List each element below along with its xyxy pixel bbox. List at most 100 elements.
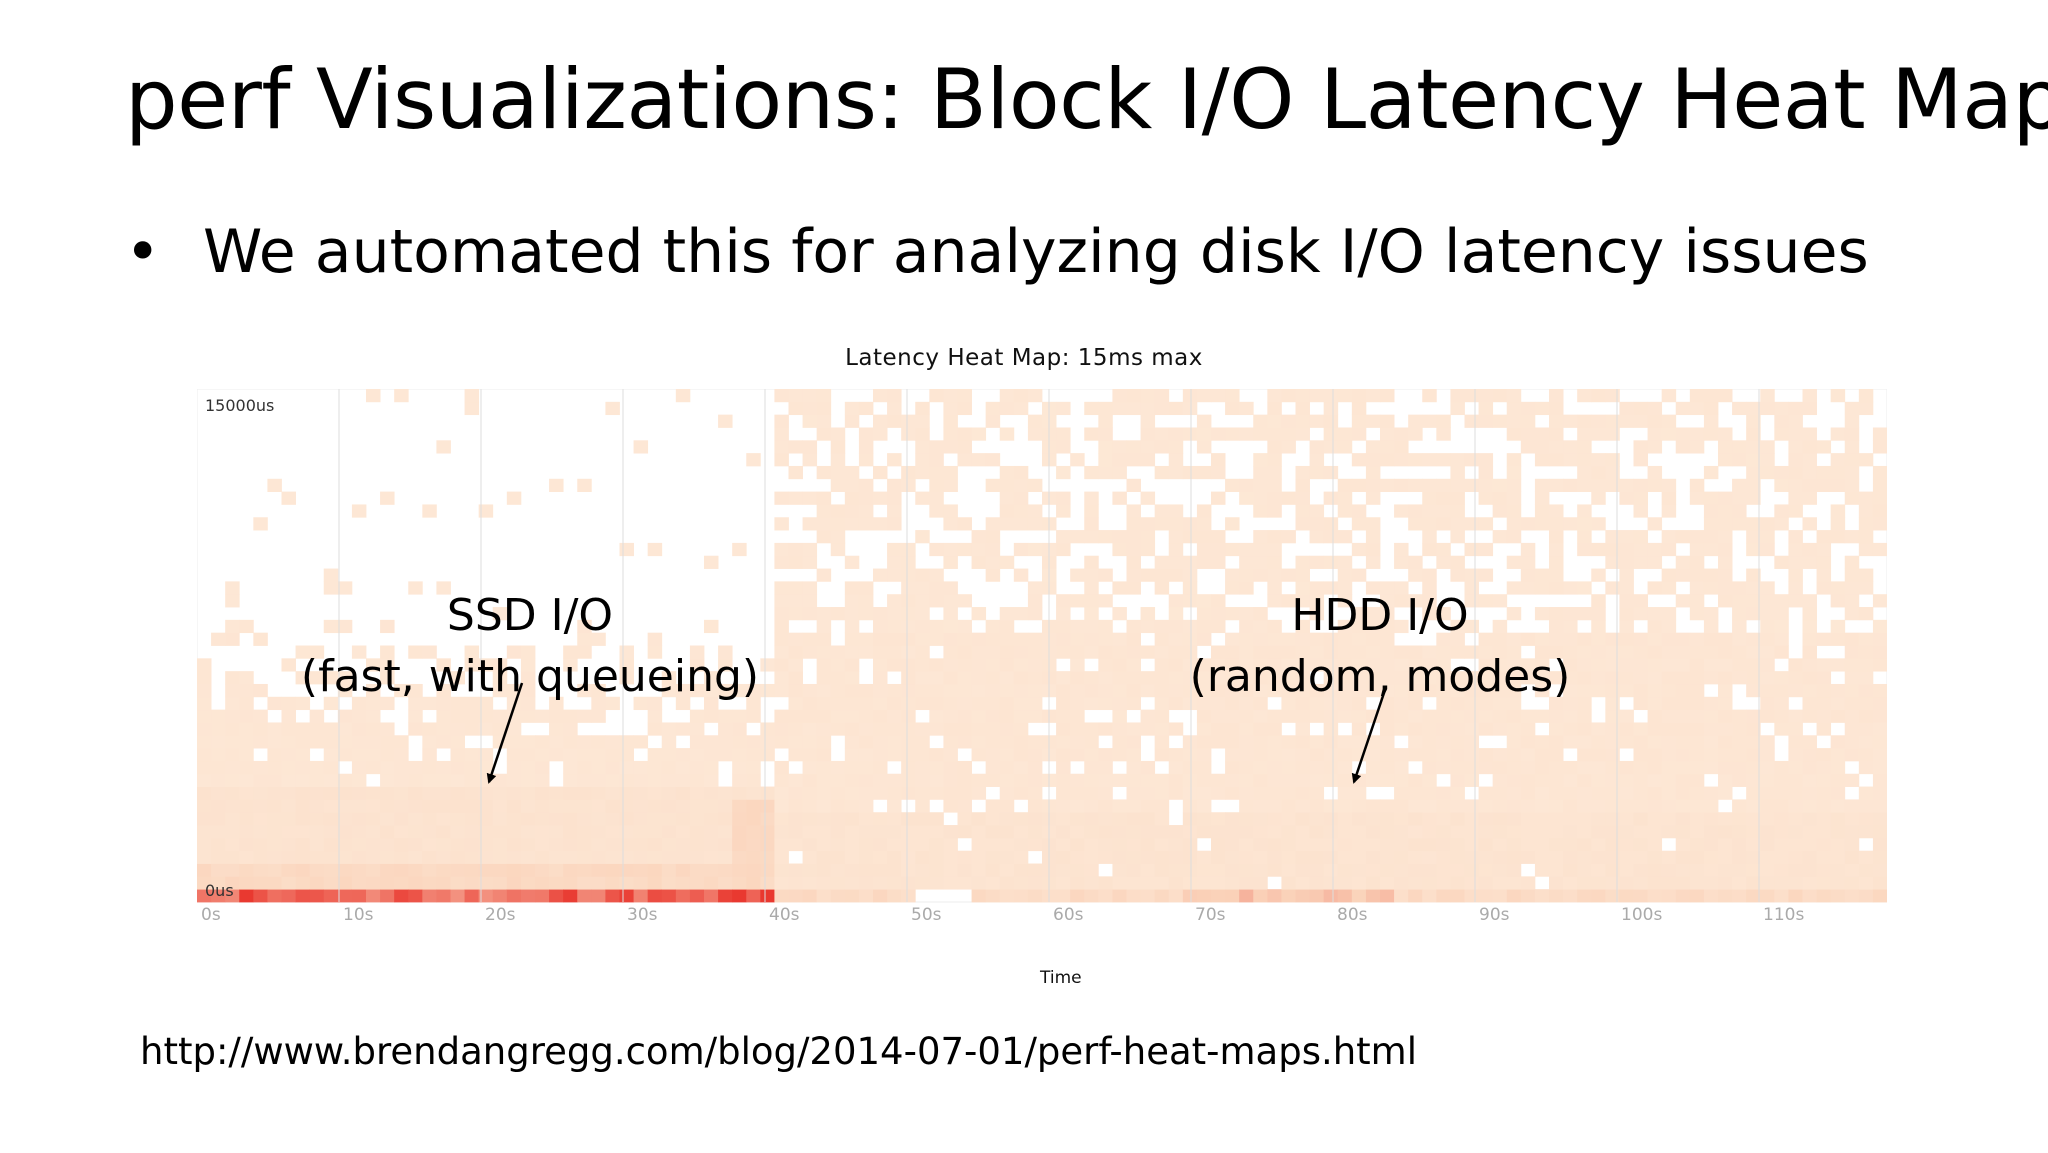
heat-cell <box>1013 876 1029 890</box>
heat-cell <box>1365 709 1381 723</box>
heat-cell <box>858 735 874 749</box>
heat-cell <box>1563 671 1578 685</box>
heat-cell <box>873 748 888 762</box>
heat-cell <box>901 414 916 428</box>
heat-cell <box>1732 632 1747 646</box>
heat-cell <box>1140 812 1156 826</box>
heat-cell <box>1196 427 1212 441</box>
heat-cell <box>887 658 902 672</box>
heat-cell <box>985 632 1001 646</box>
heat-cell <box>957 645 972 659</box>
heat-cell <box>1098 850 1113 864</box>
heat-cell <box>253 722 268 736</box>
heat-cell <box>1056 607 1071 621</box>
heat-cell <box>1098 530 1113 544</box>
heat-cell <box>1844 722 1860 736</box>
heat-cell <box>985 645 1001 659</box>
heat-cell <box>1760 735 1775 749</box>
heat-cell <box>647 850 663 864</box>
heat-cell <box>718 850 733 864</box>
heat-cell <box>1056 401 1071 416</box>
heat-cell <box>380 889 395 903</box>
heat-cell <box>1140 568 1156 582</box>
heat-cell <box>1084 889 1099 903</box>
heat-cell <box>1478 825 1494 839</box>
heat-cell <box>985 735 1001 749</box>
heat-cell <box>591 825 606 839</box>
heat-cell <box>1872 504 1887 518</box>
heat-cell <box>1098 786 1113 800</box>
heat-cell <box>1422 876 1437 890</box>
heat-cell <box>1027 542 1043 557</box>
heat-cell <box>1140 760 1156 775</box>
heat-cell <box>760 889 775 903</box>
heat-cell <box>1760 709 1775 723</box>
heat-cell <box>1844 401 1860 416</box>
heat-cell <box>351 837 367 852</box>
heat-cell <box>1647 645 1663 659</box>
heat-cell <box>1844 414 1860 428</box>
heat-cell <box>1196 760 1212 775</box>
heat-cell <box>1718 812 1733 826</box>
heat-cell <box>1830 760 1846 775</box>
heat-cell <box>1788 658 1803 672</box>
heat-cell <box>1239 671 1254 685</box>
heat-cell <box>1084 607 1099 621</box>
heat-cell <box>1675 645 1691 659</box>
heat-cell <box>1281 530 1296 544</box>
heat-cell <box>844 799 860 813</box>
heat-cell <box>689 889 705 903</box>
heat-cell <box>1534 889 1550 903</box>
heat-cell <box>366 722 381 736</box>
heat-cell <box>1422 542 1437 557</box>
heat-cell <box>732 773 747 787</box>
heat-cell <box>816 401 832 416</box>
heat-cell <box>1450 709 1465 723</box>
heat-cell <box>1661 414 1677 428</box>
heat-cell <box>1168 504 1184 518</box>
heat-cell <box>239 799 254 813</box>
heat-cell <box>1563 722 1578 736</box>
heat-cell <box>1380 876 1395 890</box>
heat-cell <box>1337 632 1353 646</box>
heat-cell <box>1520 671 1536 685</box>
heat-cell <box>1577 722 1592 736</box>
heat-cell <box>1647 607 1663 621</box>
heat-cell <box>1746 530 1761 544</box>
heat-cell <box>1661 658 1677 672</box>
heat-cell <box>816 735 832 749</box>
heat-cell <box>1577 530 1592 544</box>
heat-cell <box>436 440 451 454</box>
heat-cell <box>1267 889 1282 903</box>
heat-cell <box>1112 876 1127 890</box>
heat-cell <box>1422 760 1437 775</box>
heat-cell <box>746 812 761 826</box>
heat-cell <box>689 825 705 839</box>
heat-cell <box>1633 683 1648 698</box>
heat-cell <box>1182 632 1198 646</box>
heat-cell <box>1788 863 1803 877</box>
heat-cell <box>1549 889 1564 903</box>
heat-cell <box>1436 850 1451 864</box>
heat-cell <box>1295 735 1310 749</box>
heat-cell <box>1760 863 1775 877</box>
heat-cell <box>1436 825 1451 839</box>
heat-cell <box>1549 735 1564 749</box>
heat-cell <box>380 863 395 877</box>
heat-cell <box>1281 645 1296 659</box>
heat-cell <box>858 786 874 800</box>
heat-cell <box>211 773 226 787</box>
heat-cell <box>858 825 874 839</box>
heat-cell <box>999 735 1015 749</box>
heat-cell <box>1718 427 1733 441</box>
heat-cell <box>802 760 818 775</box>
heat-cell <box>1070 863 1085 877</box>
heat-cell <box>1675 889 1691 903</box>
heat-cell <box>1534 568 1550 582</box>
heat-cell <box>239 709 254 723</box>
heat-cell <box>1506 863 1522 877</box>
heat-cell <box>1732 889 1747 903</box>
source-url: http://www.brendangregg.com/blog/2014-07… <box>140 1030 1418 1073</box>
heat-cell <box>1295 478 1310 492</box>
heat-cell <box>267 825 282 839</box>
